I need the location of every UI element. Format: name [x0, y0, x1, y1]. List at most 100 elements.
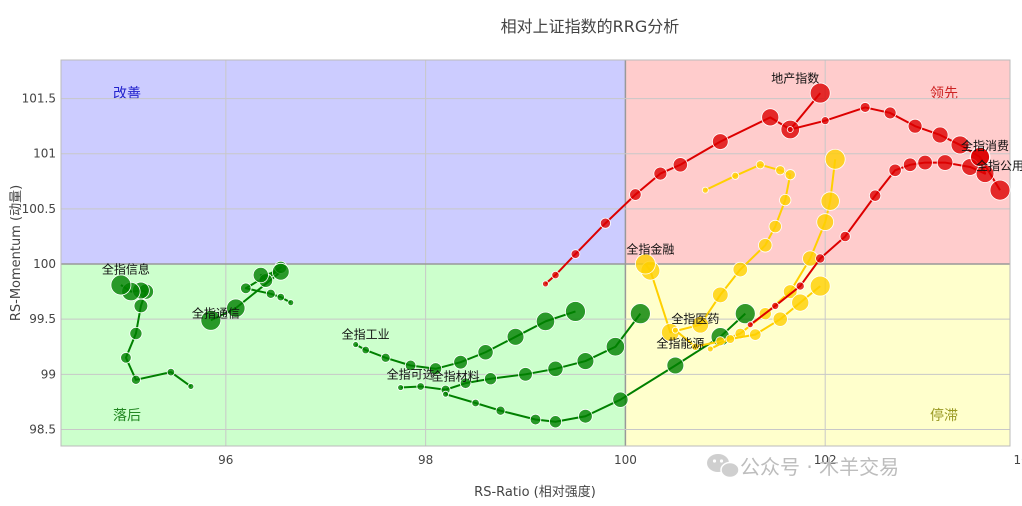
data-point-finance [784, 169, 796, 181]
series-industry [352, 301, 586, 376]
data-point-discretionary [629, 303, 651, 325]
data-point-utilities [771, 301, 780, 310]
data-point-materials [529, 413, 542, 426]
data-point-realestate [653, 166, 668, 181]
data-point-finance [768, 219, 782, 234]
y-axis-title: RS-Momentum (动量) [9, 185, 24, 321]
data-point-utilities [970, 147, 990, 167]
data-point-discretionary [518, 367, 533, 382]
series-label-consumer: 全指消费 [961, 138, 1009, 153]
data-point-realestate [542, 280, 549, 288]
data-point-realestate [570, 249, 581, 259]
series-line-industry [355, 310, 576, 370]
data-point-materials [734, 303, 756, 325]
data-point-telecom [240, 282, 252, 295]
data-point-finance [755, 160, 765, 170]
data-point-consumer [931, 126, 949, 144]
data-point-realestate [712, 133, 729, 150]
data-point-industry [429, 362, 443, 376]
data-point-industry [380, 352, 391, 363]
x-tick-label: 102 [814, 453, 837, 467]
data-point-industry [453, 354, 468, 370]
y-tick-label: 99.5 [29, 312, 56, 326]
data-point-telecom [287, 299, 295, 307]
data-point-materials [666, 356, 685, 375]
tick-label-layer: 96 98 100 102 104 98.5 99 99.5 100 100.5 101 101.5 [22, 92, 1022, 467]
series-label-energy: 全指能源 [656, 335, 704, 350]
data-point-industry [361, 345, 370, 355]
series-line-pharma [674, 159, 837, 348]
series-discretionary [397, 303, 651, 395]
y-tick-label: 101 [33, 147, 56, 161]
plot-border [60, 59, 1011, 447]
data-point-telecom [200, 309, 222, 331]
data-point-pharma [816, 213, 835, 231]
data-point-finance [691, 315, 710, 334]
data-point-realestate [599, 217, 611, 229]
series-label-finance: 全指金融 [626, 242, 674, 257]
data-point-telecom [226, 298, 246, 318]
data-point-industry [477, 344, 494, 361]
data-point-realestate [672, 157, 688, 173]
data-point-energy [772, 311, 788, 327]
data-point-industry [535, 311, 556, 331]
data-point-energy [749, 328, 762, 341]
data-point-energy [706, 345, 714, 353]
data-point-utilities [746, 321, 754, 329]
series-energy [706, 275, 831, 353]
data-point-utilities [888, 163, 902, 177]
data-point-realestate [551, 270, 560, 280]
data-point-info [110, 274, 132, 296]
series-line-discretionary [400, 313, 642, 391]
quadrant-top-left [61, 60, 626, 265]
series-label-industry: 全指工业 [342, 327, 390, 342]
data-point-industry [506, 327, 525, 346]
series-label-pharma: 全指医药 [671, 311, 719, 326]
data-point-discretionary [397, 384, 405, 391]
data-point-finance [779, 193, 792, 207]
series-label-telecom: 全指通信 [192, 306, 240, 321]
data-point-info [129, 326, 143, 341]
data-point-utilities [989, 179, 1011, 201]
data-point-utilities [902, 157, 918, 172]
data-point-industry [565, 301, 586, 322]
data-point-materials [548, 415, 562, 429]
series-telecom [200, 260, 295, 331]
data-point-consumer [786, 126, 794, 133]
data-point-discretionary [416, 382, 425, 391]
data-point-discretionary [459, 377, 472, 389]
series-utilities [746, 147, 1011, 329]
x-tick-label: 96 [218, 453, 233, 467]
data-point-consumer [883, 106, 897, 120]
data-point-discretionary [605, 337, 626, 357]
data-point-info [187, 383, 195, 390]
series-label-info: 全指信息 [102, 262, 150, 277]
series-label-utilities: 全指公用 [976, 158, 1022, 173]
data-point-telecom [271, 262, 290, 281]
data-point-materials [612, 391, 629, 408]
watermark-text: 公众号 · 木羊交易 [740, 455, 899, 479]
data-point-materials [578, 408, 593, 424]
chart-title: 相对上证指数的RRG分析 [501, 17, 680, 36]
x-tick-label: 104 [1014, 453, 1022, 467]
data-point-info [133, 298, 149, 314]
data-point-utilities [839, 230, 851, 243]
data-point-materials [471, 398, 480, 408]
data-point-finance [758, 238, 773, 253]
series-info [110, 274, 195, 390]
data-point-materials [495, 405, 506, 416]
data-point-consumer [820, 116, 830, 126]
y-tick-label: 101.5 [22, 92, 56, 106]
data-point-consumer [950, 135, 970, 155]
y-tick-label: 100.5 [22, 202, 56, 216]
y-tick-label: 100 [33, 257, 56, 271]
data-point-utilities [936, 154, 954, 171]
data-point-finance [712, 286, 729, 304]
data-point-pharma [782, 284, 798, 299]
series-label-realestate: 地产指数 [771, 71, 819, 86]
data-point-consumer [907, 118, 923, 134]
data-point-telecom [252, 266, 269, 284]
